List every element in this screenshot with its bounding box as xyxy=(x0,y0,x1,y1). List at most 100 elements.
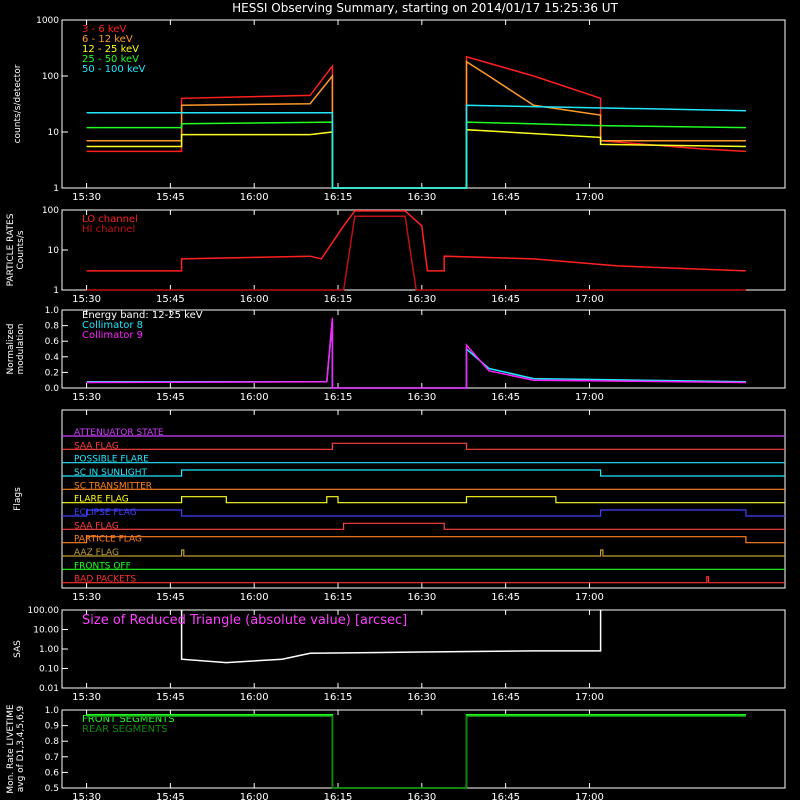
plot-frame xyxy=(61,409,786,589)
x-tick-label: 16:15 xyxy=(324,192,353,203)
x-tick-label: 17:00 xyxy=(575,294,604,305)
x-tick-label: 16:00 xyxy=(240,392,269,403)
x-tick-label: 17:00 xyxy=(575,392,604,403)
x-tick-label: 16:15 xyxy=(324,592,353,603)
x-tick-label: 15:30 xyxy=(72,192,101,203)
panel-0: 15:30 15:45 16:00 16:15 16:30 16:45 17:00 count… xyxy=(13,16,786,203)
x-tick-label: 15:45 xyxy=(156,392,185,403)
x-tick-label: 16:00 xyxy=(240,192,269,203)
legend-entry: FRONT SEGMENTS xyxy=(82,714,175,725)
legend-entry: 6 - 12 keV xyxy=(82,34,133,45)
x-tick-label: 16:00 xyxy=(240,592,269,603)
x-tick-label: 15:45 xyxy=(156,592,185,603)
flag-label: FRONTS OFF xyxy=(74,561,131,571)
x-tick-label: 16:30 xyxy=(407,392,436,403)
flag-label: POSSIBLE FLARE xyxy=(74,455,149,465)
x-tick-label: 15:45 xyxy=(156,792,185,800)
panels: 15:30 15:45 16:00 16:15 16:30 16:45 17:00 count… xyxy=(6,16,786,800)
series-line-0 xyxy=(180,610,602,664)
y-tick-label: 0.4 xyxy=(45,353,60,363)
flag-line xyxy=(62,496,785,504)
flag-label: ATTENUATOR STATE xyxy=(74,428,164,438)
panel-2: 15:30 15:45 16:00 16:15 16:30 16:45 17:00 Norma… xyxy=(6,306,786,403)
y-tick-label: 0.5 xyxy=(45,784,59,794)
x-tick-label: 16:30 xyxy=(407,294,436,305)
flag-line xyxy=(62,469,785,477)
x-tick-label: 17:00 xyxy=(575,192,604,203)
x-tick-label: 16:30 xyxy=(407,592,436,603)
x-tick-label: 16:15 xyxy=(324,294,353,305)
y-tick-label: 100.00 xyxy=(28,606,60,616)
flag-line xyxy=(62,549,785,557)
flag-label: AAZ FLAG xyxy=(74,548,119,558)
series-line-0 xyxy=(86,210,746,272)
flag-line xyxy=(62,576,785,584)
y-tick-label: 100 xyxy=(42,72,59,82)
y-tick-label: 10 xyxy=(48,246,60,256)
flag-label: PARTICLE FLAG xyxy=(74,535,142,545)
x-tick-label: 15:45 xyxy=(156,294,185,305)
y-axis-label: counts/s/detector xyxy=(13,64,23,143)
x-tick-label: 16:15 xyxy=(324,792,353,800)
series-line-1 xyxy=(86,715,746,789)
x-tick-label: 15:45 xyxy=(156,192,185,203)
x-tick-label: 16:00 xyxy=(240,792,269,800)
x-tick-label: 16:15 xyxy=(324,392,353,403)
x-tick-label: 16:30 xyxy=(407,192,436,203)
x-tick-label: 17:00 xyxy=(575,592,604,603)
panel-annotation: Size of Reduced Triangle (absolute value… xyxy=(82,613,407,628)
flag-label: ECLIPSE FLAG xyxy=(74,508,137,518)
x-tick-label: 16:00 xyxy=(240,692,269,703)
flag-line xyxy=(62,442,785,450)
y-tick-label: 1.00 xyxy=(39,645,59,655)
flag-label: SC TRANSMITTER xyxy=(74,481,152,491)
x-tick-label: 16:45 xyxy=(491,192,520,203)
panel-3: 15:30 15:45 16:00 16:15 16:30 16:45 17:00 Flags… xyxy=(13,409,786,603)
x-tick-label: 16:30 xyxy=(407,792,436,800)
series-line-1 xyxy=(86,215,746,291)
panel-annotation: Energy band: 12-25 keV xyxy=(82,310,203,321)
y-tick-label: 0.8 xyxy=(45,322,60,332)
legend-entry: REAR SEGMENTS xyxy=(82,724,168,735)
y-tick-label: 1000 xyxy=(36,16,59,26)
x-tick-label: 16:45 xyxy=(491,294,520,305)
x-tick-label: 16:45 xyxy=(491,592,520,603)
flag-label: BAD PACKETS xyxy=(74,575,136,585)
y-tick-label: 100 xyxy=(42,206,59,216)
y-tick-label: 0.10 xyxy=(39,665,59,675)
legend-entry: 50 - 100 keV xyxy=(82,64,146,75)
y-axis-label: Normalized xyxy=(6,323,16,374)
series-line-1 xyxy=(86,317,746,389)
y-axis-label: Counts/s xyxy=(16,230,26,269)
y-tick-label: 0.6 xyxy=(45,337,60,347)
panel-5: 15:30 15:45 16:00 16:15 16:30 16:45 17:00 Mon. … xyxy=(6,704,786,800)
x-tick-label: 17:00 xyxy=(575,692,604,703)
y-tick-label: 10 xyxy=(48,128,60,138)
flag-label: SAA FLAG xyxy=(74,441,119,451)
legend-entry: Collimator 8 xyxy=(82,320,143,331)
y-tick-label: 0.7 xyxy=(45,753,59,763)
flag-line xyxy=(62,522,785,530)
y-axis-label: PARTICLE RATES xyxy=(6,213,16,286)
x-tick-label: 15:45 xyxy=(156,692,185,703)
y-axis-label: Flags xyxy=(13,487,23,511)
y-tick-label: 0.6 xyxy=(45,768,60,778)
flag-line xyxy=(62,536,785,544)
x-tick-label: 16:30 xyxy=(407,692,436,703)
y-tick-label: 0.8 xyxy=(45,737,60,747)
y-tick-label: 1.0 xyxy=(45,306,60,316)
x-tick-label: 15:30 xyxy=(72,792,101,800)
legend-entry: 3 - 6 keV xyxy=(82,24,126,35)
flag-label: FLARE FLAG xyxy=(74,495,129,505)
x-tick-label: 16:45 xyxy=(491,792,520,800)
y-tick-label: 1.0 xyxy=(45,706,60,716)
x-tick-label: 16:00 xyxy=(240,294,269,305)
series-line-4 xyxy=(86,104,746,189)
x-tick-label: 15:30 xyxy=(72,294,101,305)
y-axis-label: SAS xyxy=(13,640,23,658)
y-tick-label: 0.2 xyxy=(45,368,59,378)
x-tick-label: 15:30 xyxy=(72,392,101,403)
panel-1: 15:30 15:45 16:00 16:15 16:30 16:45 17:00 PARTI… xyxy=(6,206,786,305)
x-tick-label: 17:00 xyxy=(575,792,604,800)
